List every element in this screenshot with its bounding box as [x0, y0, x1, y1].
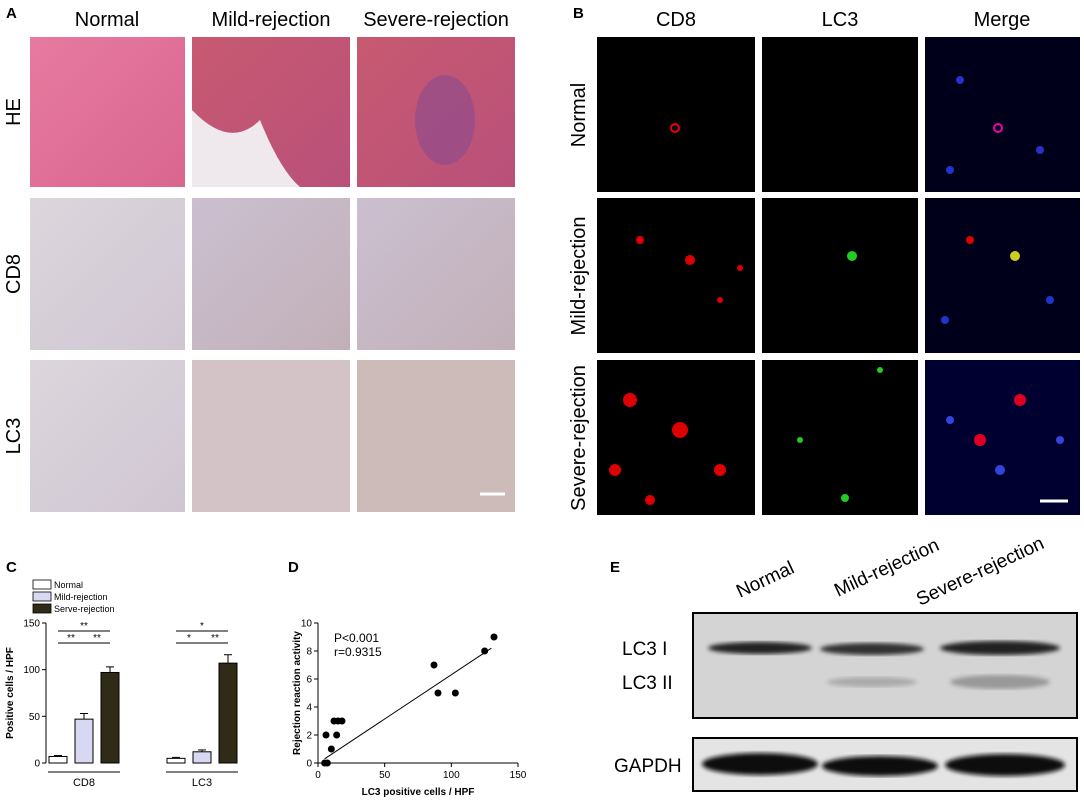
- column-header: Mild-rejection: [212, 9, 331, 31]
- western-blot: [692, 612, 1078, 792]
- bar: [192, 751, 212, 764]
- panel-label: C: [6, 559, 17, 576]
- row-label: CD8: [3, 254, 25, 294]
- point: [434, 689, 442, 697]
- x-axis-label: LC3 positive cells / HPF: [362, 787, 475, 798]
- y-tick-label: 10: [301, 619, 313, 630]
- column-header: Merge: [974, 9, 1031, 31]
- point: [430, 661, 438, 669]
- lane-label: Normal: [733, 558, 797, 603]
- point: [451, 689, 459, 697]
- panel-label: E: [610, 559, 620, 576]
- y-axis-label: Positive cells / HPF: [5, 647, 16, 739]
- y-tick-label: 150: [23, 619, 40, 630]
- y-axis-label: Rejection reaction activity: [292, 631, 303, 755]
- panel-label: D: [288, 559, 299, 576]
- legend-swatch: [32, 579, 52, 590]
- x-tick-label: LC3: [192, 777, 212, 789]
- column-header: Severe-rejection: [363, 9, 509, 31]
- significance-label: **: [80, 621, 88, 632]
- y-tick-label: 4: [306, 703, 312, 714]
- y-tick-label: 100: [23, 665, 40, 676]
- band-label: LC3 II: [622, 673, 673, 694]
- fit-line: [324, 647, 492, 760]
- bar: [166, 757, 186, 764]
- bar: [100, 671, 120, 764]
- band-label: LC3 I: [622, 639, 667, 660]
- y-tick-label: 0: [306, 759, 312, 770]
- row-label: Mild-rejection: [568, 217, 590, 336]
- point: [338, 717, 346, 725]
- column-header: Normal: [75, 9, 139, 31]
- column-header: CD8: [656, 9, 696, 31]
- x-tick-label: 50: [379, 770, 391, 781]
- fluorescence-images: [597, 37, 1080, 515]
- panel-label: A: [6, 5, 17, 22]
- bar: [48, 755, 68, 764]
- y-tick-label: 2: [306, 731, 312, 742]
- x-tick-label: CD8: [73, 777, 95, 789]
- significance-label: **: [93, 633, 101, 644]
- legend-swatch: [32, 603, 52, 614]
- legend-label: Mild-rejection: [54, 592, 108, 602]
- row-label: LC3: [3, 418, 25, 455]
- annotation: r=0.9315: [334, 645, 382, 659]
- point: [333, 731, 341, 739]
- point: [322, 731, 330, 739]
- band-label: GAPDH: [614, 756, 682, 777]
- y-tick-label: 6: [306, 675, 312, 686]
- column-header: LC3: [822, 9, 859, 31]
- bar: [218, 662, 238, 764]
- row-label: HE: [3, 98, 25, 126]
- legend-label: Serve-rejection: [54, 604, 115, 614]
- significance-label: *: [200, 621, 204, 632]
- x-tick-label: 150: [510, 770, 527, 781]
- row-label: Normal: [568, 83, 590, 147]
- y-tick-label: 0: [34, 759, 40, 770]
- point: [327, 745, 335, 753]
- bar: [74, 718, 94, 764]
- legend-swatch: [32, 591, 52, 602]
- significance-label: *: [187, 633, 191, 644]
- x-tick-label: 100: [443, 770, 460, 781]
- legend-label: Normal: [54, 580, 83, 590]
- y-tick-label: 50: [29, 712, 41, 723]
- panel-label: B: [573, 5, 584, 22]
- significance-label: **: [67, 633, 75, 644]
- micrographs-a: [30, 37, 515, 512]
- point: [323, 759, 331, 767]
- significance-label: **: [211, 633, 219, 644]
- y-tick-label: 8: [306, 647, 312, 658]
- x-tick-label: 0: [315, 770, 321, 781]
- point: [490, 633, 498, 641]
- annotation: P<0.001: [334, 631, 379, 645]
- point: [481, 647, 489, 655]
- row-label: Severe-rejection: [568, 365, 590, 511]
